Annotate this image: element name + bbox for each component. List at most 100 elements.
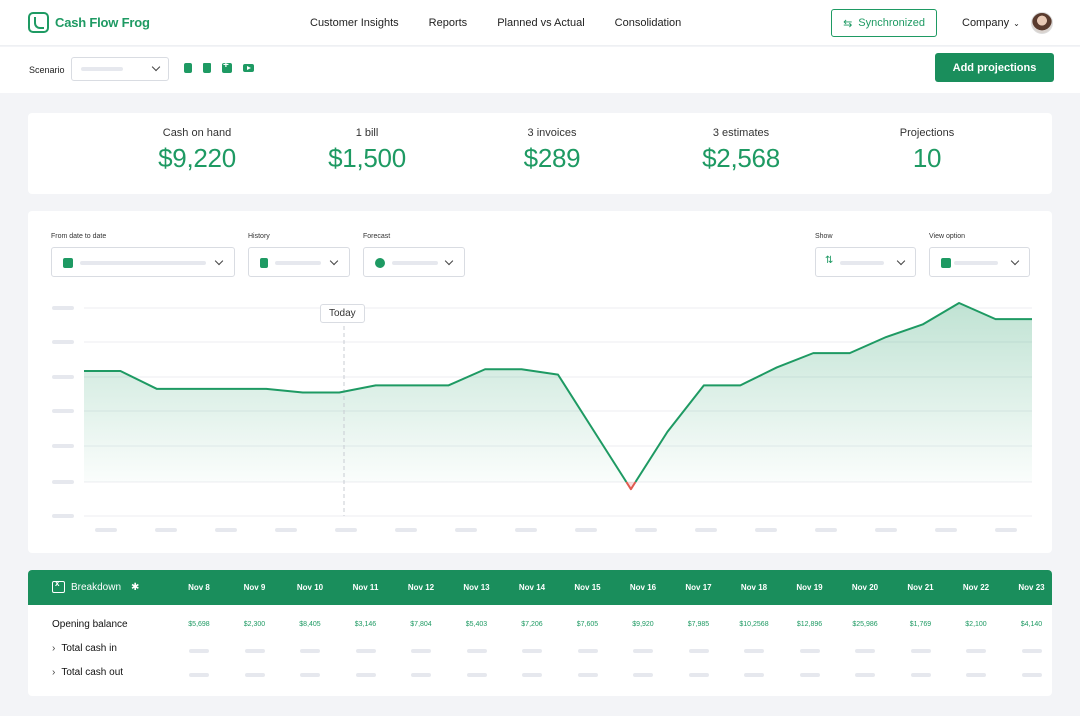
stat-invoices[interactable]: 3 invoices $289 (472, 127, 632, 174)
cash-out-cell[interactable] (355, 673, 376, 677)
logo[interactable]: Cash Flow Frog (28, 12, 150, 33)
stat-estimates[interactable]: 3 estimates $2,568 (661, 127, 821, 174)
cash-out-cell[interactable] (244, 673, 265, 677)
cash-in-cell[interactable] (411, 649, 431, 653)
stat-value: $2,568 (702, 143, 780, 173)
opening-balance-cell[interactable]: $10,2568 (739, 621, 769, 628)
view-option-select[interactable] (929, 247, 1030, 277)
cash-out-cell[interactable] (744, 673, 764, 677)
cash-in-cell[interactable] (1021, 649, 1042, 653)
nav-reports[interactable]: Reports (428, 17, 468, 29)
synchronized-button[interactable]: ⇆ Synchronized (831, 9, 937, 37)
opening-balance-cell[interactable]: $7,804 (410, 621, 432, 628)
cash-in-cell[interactable] (910, 649, 931, 653)
cash-in-cell[interactable] (966, 649, 986, 653)
cash-flow-area (84, 303, 1032, 482)
stat-projections[interactable]: Projections 10 (847, 127, 1007, 174)
cash-out-cell[interactable] (577, 673, 598, 677)
cash-out-cell[interactable] (411, 673, 431, 677)
cash-out-cell[interactable] (189, 673, 209, 677)
opening-balance-label: Opening balance (52, 619, 128, 630)
y-tick-label (52, 375, 74, 379)
calendar-icon (941, 258, 951, 268)
cash-in-cell[interactable] (300, 649, 320, 653)
column-header-date: Nov 11 (352, 583, 379, 592)
y-tick-label (52, 514, 74, 518)
cash-out-cell[interactable] (688, 673, 709, 677)
stat-label: 1 bill (355, 127, 379, 139)
scenario-placeholder (81, 67, 123, 71)
column-header-date: Nov 21 (907, 583, 934, 592)
cash-in-cell[interactable] (355, 649, 376, 653)
opening-balance-cell[interactable]: $8,405 (299, 621, 321, 628)
breakdown-header: Breakdown ✱ Nov 8 Nov 9 Nov 10 Nov 11 Nov 12… (28, 570, 1052, 605)
x-tick-label (995, 528, 1017, 532)
show-select[interactable]: ⇅ (815, 247, 916, 277)
add-icon[interactable] (222, 60, 232, 73)
stat-bills[interactable]: 1 bill $1,500 (287, 127, 447, 174)
opening-balance-cell[interactable]: $5,403 (465, 621, 488, 628)
opening-balance-cell[interactable]: $12,896 (796, 621, 823, 628)
main-nav: Customer Insights Reports Planned vs Act… (310, 17, 681, 29)
cash-out-cell[interactable] (799, 673, 820, 677)
opening-balance-cell[interactable]: $2,300 (243, 621, 266, 628)
opening-balance-cell[interactable]: $7,206 (521, 621, 543, 628)
column-header-date: Nov 22 (962, 583, 990, 592)
frog-logo-icon (28, 12, 49, 33)
document-icon[interactable] (184, 63, 192, 73)
cash-in-cell[interactable] (688, 649, 709, 653)
x-tick-label (635, 528, 657, 532)
cash-in-cell[interactable] (522, 649, 542, 653)
opening-balance-cell[interactable]: $9,920 (632, 621, 654, 628)
cash-out-cell[interactable] (966, 673, 986, 677)
cash-out-cell[interactable] (300, 673, 320, 677)
opening-balance-cell[interactable]: $3,146 (354, 621, 377, 628)
x-tick-label (215, 528, 237, 532)
opening-balance-cell[interactable]: $5,698 (188, 621, 210, 628)
cash-out-cell[interactable] (466, 673, 487, 677)
total-cash-out-row[interactable]: › Total cash out (52, 667, 123, 678)
cash-out-cell[interactable] (633, 673, 653, 677)
cash-in-cell[interactable] (799, 649, 820, 653)
scenario-bar: Scenario Add projections (0, 47, 1080, 93)
date-range-select[interactable] (51, 247, 235, 277)
cash-in-cell[interactable] (244, 649, 265, 653)
cash-out-cell[interactable] (522, 673, 542, 677)
cash-out-cell[interactable] (855, 673, 875, 677)
cash-in-cell[interactable] (577, 649, 598, 653)
company-label: Company (962, 17, 1010, 29)
company-dropdown[interactable]: Company ⌄ (962, 17, 1020, 29)
forecast-filter: Forecast (363, 233, 465, 277)
history-select[interactable] (248, 247, 350, 277)
total-cash-in-row[interactable]: › Total cash in (52, 643, 117, 654)
stat-label: Cash on hand (162, 127, 232, 139)
opening-balance-cell[interactable]: $2,100 (965, 621, 987, 628)
avatar[interactable] (1031, 12, 1053, 34)
cash-in-cell[interactable] (189, 649, 209, 653)
breakdown-title[interactable]: Breakdown ✱ (52, 579, 140, 593)
column-header-date: Nov 10 (296, 583, 324, 592)
cash-in-cell[interactable] (466, 649, 487, 653)
video-icon[interactable] (243, 64, 254, 72)
scenario-select[interactable] (71, 57, 169, 81)
opening-balance-cell[interactable]: $7,985 (687, 621, 710, 628)
row-label-text: Total cash out (61, 667, 124, 678)
cash-in-cell[interactable] (633, 649, 653, 653)
add-projections-button[interactable]: Add projections (935, 53, 1054, 82)
cash-in-cell[interactable] (855, 649, 875, 653)
cash-out-cell[interactable] (910, 673, 931, 677)
cash-in-cell[interactable] (744, 649, 764, 653)
gear-icon[interactable]: ✱ (131, 581, 140, 593)
opening-balance-cell[interactable]: $7,605 (576, 621, 599, 628)
nav-consolidation[interactable]: Consolidation (614, 17, 682, 29)
forecast-select[interactable] (363, 247, 465, 277)
cash-out-cell[interactable] (1021, 673, 1042, 677)
opening-balance-cell[interactable]: $1,769 (909, 621, 932, 628)
nav-planned-vs-actual[interactable]: Planned vs Actual (497, 17, 585, 29)
opening-balance-cell[interactable]: $25,986 (852, 621, 878, 628)
view-option-filter: View option (929, 233, 1030, 277)
trash-icon[interactable] (203, 63, 211, 73)
opening-balance-cell[interactable]: $4,140 (1020, 621, 1043, 628)
nav-customer-insights[interactable]: Customer Insights (310, 17, 399, 29)
column-header-date: Nov 17 (685, 583, 712, 592)
